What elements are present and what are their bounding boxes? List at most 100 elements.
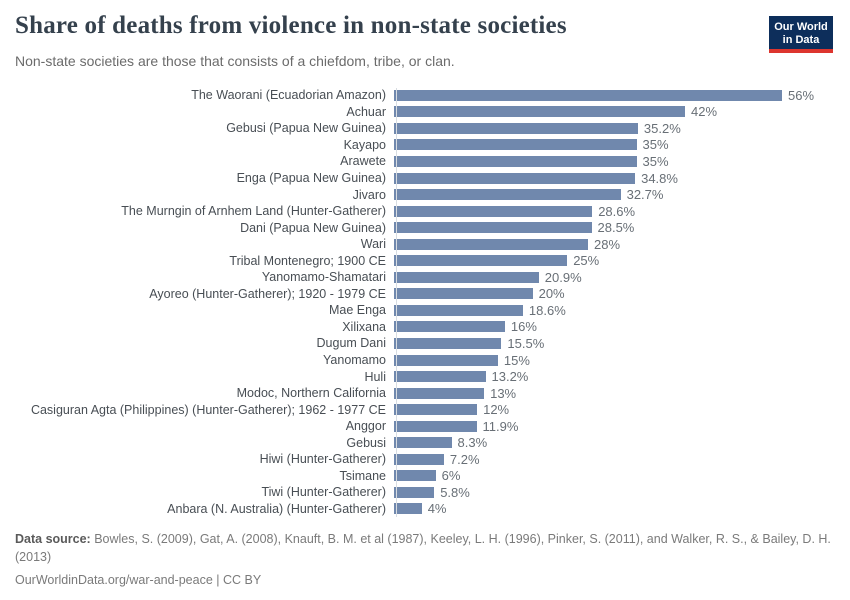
category-label: Modoc, Northern California — [236, 386, 386, 401]
bar-row: Gebusi (Papua New Guinea) 35.2% — [8, 120, 844, 137]
bar-track: 32.7% — [392, 187, 844, 202]
bar-track: 35.2% — [392, 121, 844, 136]
bar[interactable] — [394, 255, 568, 267]
bar[interactable] — [394, 238, 588, 250]
bar[interactable] — [394, 354, 498, 366]
bar[interactable] — [394, 205, 593, 217]
bar[interactable] — [394, 139, 637, 151]
bar-rows: The Waorani (Ecuadorian Amazon) 56% Achuar… — [8, 87, 844, 517]
category-label: Ayoreo (Hunter-Gatherer); 1920 - 1979 CE — [149, 286, 386, 301]
category-label: Yanomamo-Shamatari — [261, 270, 386, 285]
value-label: 28% — [594, 236, 621, 252]
data-source-label: Data source: — [15, 532, 91, 546]
bar-track: 15% — [392, 353, 844, 368]
bar-row: Tiwi (Hunter-Gatherer) 5.8% — [8, 484, 844, 501]
category-label: Anggor — [345, 419, 386, 434]
value-label: 42% — [691, 104, 718, 120]
chart-footer: Data source: Bowles, S. (2009), Gat, A. … — [15, 530, 833, 589]
category-label: Kayapo — [343, 137, 386, 152]
owid-logo-line2: in Data — [782, 33, 820, 46]
bar[interactable] — [394, 155, 637, 167]
bar-row: Mae Enga 18.6% — [8, 302, 844, 319]
value-label: 25% — [573, 253, 600, 269]
bar-row: Enga (Papua New Guinea) 34.8% — [8, 170, 844, 187]
owid-logo[interactable]: Our World in Data — [769, 16, 833, 53]
bar[interactable] — [394, 337, 502, 349]
bar-row: The Waorani (Ecuadorian Amazon) 56% — [8, 87, 844, 104]
y-axis-line — [396, 88, 397, 517]
bar-row: Jivaro 32.7% — [8, 186, 844, 203]
bar[interactable] — [394, 189, 621, 201]
chart-subtitle: Non-state societies are those that consi… — [15, 53, 455, 69]
bar[interactable] — [394, 288, 533, 300]
bar-track: 28.5% — [392, 220, 844, 235]
data-source-note: Data source: Bowles, S. (2009), Gat, A. … — [15, 530, 833, 566]
category-label: Casiguran Agta (Philippines) (Hunter-Gat… — [30, 402, 386, 417]
value-label: 13% — [490, 385, 517, 401]
category-label: Yanomamo — [323, 353, 386, 368]
value-label: 18.6% — [528, 302, 566, 318]
bar-row: Dani (Papua New Guinea) 28.5% — [8, 219, 844, 236]
bar-track: 13.2% — [392, 369, 844, 384]
bar-row: Casiguran Agta (Philippines) (Hunter-Gat… — [8, 401, 844, 418]
bar-row: Anbara (N. Australia) (Hunter-Gatherer) 4… — [8, 501, 844, 518]
bar-track: 42% — [392, 104, 844, 119]
value-label: 28.5% — [597, 220, 635, 236]
category-label: Dani (Papua New Guinea) — [240, 220, 386, 235]
bar[interactable] — [394, 404, 478, 416]
bar-track: 4% — [392, 501, 844, 516]
bar-row: Hiwi (Hunter-Gatherer) 7.2% — [8, 451, 844, 468]
bar[interactable] — [394, 106, 685, 118]
bar[interactable] — [394, 486, 435, 498]
bar[interactable] — [394, 222, 592, 234]
data-source-text: Bowles, S. (2009), Gat, A. (2008), Knauf… — [15, 532, 831, 565]
bar[interactable] — [394, 271, 539, 283]
bar-track: 20% — [392, 286, 844, 301]
bar-track: 34.8% — [392, 171, 844, 186]
category-label: Arawete — [340, 154, 386, 169]
bar[interactable] — [394, 503, 422, 515]
bar[interactable] — [394, 387, 485, 399]
bar[interactable] — [394, 420, 477, 432]
value-label: 8.3% — [457, 435, 488, 451]
value-label: 20% — [538, 286, 565, 302]
bar[interactable] — [394, 453, 444, 465]
category-label: Jivaro — [352, 187, 386, 202]
bar-track: 8.3% — [392, 435, 844, 450]
value-label: 32.7% — [626, 187, 664, 203]
bar[interactable] — [394, 437, 452, 449]
value-label: 56% — [788, 87, 815, 103]
bar-chart: The Waorani (Ecuadorian Amazon) 56% Achuar… — [8, 87, 844, 517]
category-label: Hiwi (Hunter-Gatherer) — [259, 452, 386, 467]
bar[interactable] — [394, 122, 638, 134]
value-label: 35% — [642, 137, 669, 153]
category-label: Gebusi (Papua New Guinea) — [226, 121, 386, 136]
bar-track: 25% — [392, 253, 844, 268]
bar-row: Kayapo 35% — [8, 137, 844, 154]
bar[interactable] — [394, 470, 436, 482]
owid-url-link[interactable]: OurWorldinData.org/war-and-peace | CC BY — [15, 573, 262, 588]
value-label: 28.6% — [598, 203, 636, 219]
value-label: 16% — [510, 319, 537, 335]
bar-track: 35% — [392, 137, 844, 152]
bar-row: Achuar 42% — [8, 104, 844, 121]
bar-row: The Murngin of Arnhem Land (Hunter-Gathe… — [8, 203, 844, 220]
bar-row: Anggor 11.9% — [8, 418, 844, 435]
bar[interactable] — [394, 89, 782, 101]
bar[interactable] — [394, 304, 523, 316]
bar-track: 5.8% — [392, 485, 844, 500]
bar-row: Ayoreo (Hunter-Gatherer); 1920 - 1979 CE… — [8, 286, 844, 303]
value-label: 7.2% — [449, 451, 480, 467]
category-label: Anbara (N. Australia) (Hunter-Gatherer) — [167, 501, 386, 516]
bar-track: 12% — [392, 402, 844, 417]
bar[interactable] — [394, 371, 486, 383]
bar-row: Yanomamo-Shamatari 20.9% — [8, 269, 844, 286]
bar[interactable] — [394, 321, 505, 333]
bar-row: Huli 13.2% — [8, 368, 844, 385]
value-label: 15% — [503, 352, 530, 368]
bar[interactable] — [394, 172, 636, 184]
value-label: 4% — [427, 501, 447, 517]
bar-row: Tsimane 6% — [8, 468, 844, 485]
bar-track: 28% — [392, 237, 844, 252]
category-label: Achuar — [346, 104, 386, 119]
